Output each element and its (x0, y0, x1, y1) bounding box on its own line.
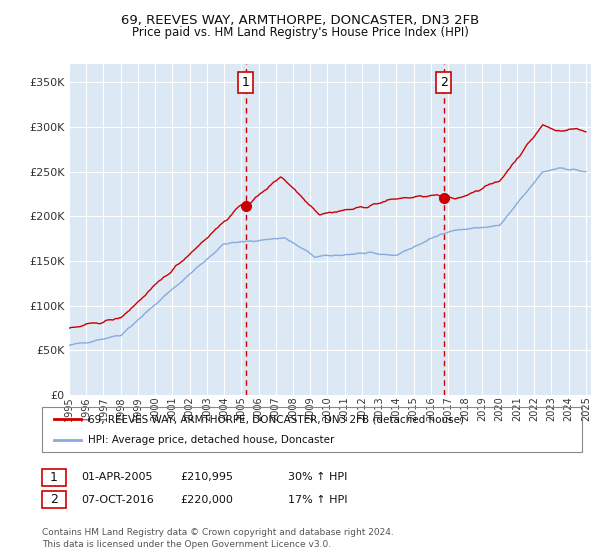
Text: £210,995: £210,995 (180, 472, 233, 482)
Text: 69, REEVES WAY, ARMTHORPE, DONCASTER, DN3 2FB: 69, REEVES WAY, ARMTHORPE, DONCASTER, DN… (121, 14, 479, 27)
Text: 07-OCT-2016: 07-OCT-2016 (81, 494, 154, 505)
Text: 1: 1 (50, 470, 58, 484)
Text: 01-APR-2005: 01-APR-2005 (81, 472, 152, 482)
Text: HPI: Average price, detached house, Doncaster: HPI: Average price, detached house, Donc… (88, 435, 335, 445)
Text: 69, REEVES WAY, ARMTHORPE, DONCASTER, DN3 2FB (detached house): 69, REEVES WAY, ARMTHORPE, DONCASTER, DN… (88, 414, 464, 424)
Text: 30% ↑ HPI: 30% ↑ HPI (288, 472, 347, 482)
Text: 17% ↑ HPI: 17% ↑ HPI (288, 494, 347, 505)
Text: 2: 2 (440, 76, 448, 88)
Text: 1: 1 (242, 76, 250, 88)
Text: 2: 2 (50, 493, 58, 506)
Text: Contains HM Land Registry data © Crown copyright and database right 2024.: Contains HM Land Registry data © Crown c… (42, 528, 394, 536)
Text: £220,000: £220,000 (180, 494, 233, 505)
Text: This data is licensed under the Open Government Licence v3.0.: This data is licensed under the Open Gov… (42, 540, 331, 549)
Text: Price paid vs. HM Land Registry's House Price Index (HPI): Price paid vs. HM Land Registry's House … (131, 26, 469, 39)
